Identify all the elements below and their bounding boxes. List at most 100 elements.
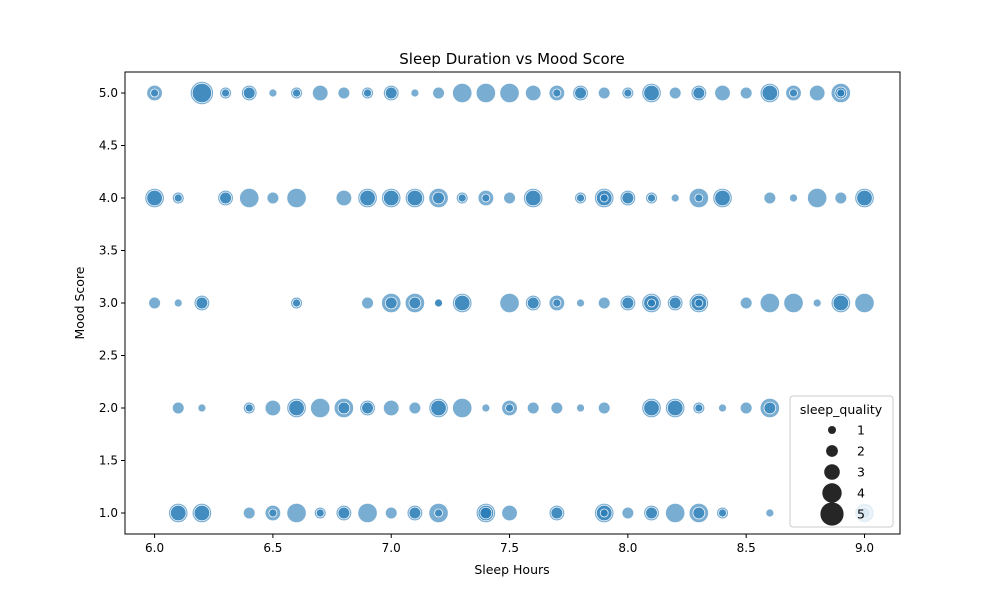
data-point bbox=[739, 401, 753, 415]
y-tick-label: 4.0 bbox=[99, 191, 118, 205]
data-points bbox=[144, 81, 875, 524]
data-point bbox=[432, 191, 445, 205]
data-point bbox=[694, 193, 704, 203]
data-point bbox=[430, 399, 447, 417]
data-point bbox=[410, 88, 420, 98]
data-point bbox=[148, 296, 161, 310]
data-point bbox=[173, 298, 183, 308]
data-point bbox=[739, 296, 753, 310]
legend-label: 1 bbox=[857, 423, 865, 438]
data-point bbox=[692, 86, 706, 100]
data-point bbox=[481, 403, 491, 413]
data-point bbox=[714, 189, 731, 207]
x-tick-label: 7.0 bbox=[382, 541, 401, 555]
data-point bbox=[337, 401, 351, 415]
data-point bbox=[526, 296, 540, 310]
data-point bbox=[191, 82, 213, 104]
x-tick-label: 8.0 bbox=[618, 541, 637, 555]
data-point bbox=[526, 401, 540, 415]
data-point bbox=[195, 296, 209, 310]
data-point bbox=[812, 298, 822, 308]
y-tick-label: 4.5 bbox=[99, 139, 118, 153]
data-point bbox=[219, 191, 232, 205]
data-point bbox=[694, 298, 704, 308]
x-tick-label: 7.5 bbox=[500, 541, 519, 555]
y-tick-label: 2.5 bbox=[99, 349, 118, 363]
data-point bbox=[783, 292, 804, 314]
data-point bbox=[197, 403, 207, 413]
data-point bbox=[384, 86, 398, 100]
data-point bbox=[171, 401, 185, 415]
data-point bbox=[150, 88, 159, 98]
legend-marker bbox=[826, 445, 838, 457]
data-point bbox=[242, 506, 256, 520]
data-point bbox=[264, 399, 282, 417]
data-point bbox=[384, 506, 398, 520]
data-point bbox=[599, 508, 609, 518]
data-point bbox=[337, 86, 351, 100]
data-point bbox=[739, 86, 753, 100]
data-point bbox=[457, 193, 467, 203]
data-point bbox=[408, 296, 422, 310]
data-point bbox=[286, 187, 307, 209]
data-point bbox=[434, 508, 443, 518]
data-point bbox=[597, 86, 611, 100]
data-point bbox=[645, 506, 658, 520]
data-point bbox=[454, 294, 471, 312]
data-point bbox=[525, 84, 542, 102]
data-point bbox=[668, 86, 682, 100]
y-tick-label: 1.0 bbox=[99, 506, 118, 520]
data-point bbox=[761, 84, 779, 102]
legend-label: 4 bbox=[857, 486, 865, 501]
data-point bbox=[856, 189, 873, 207]
data-point bbox=[759, 292, 780, 314]
data-point bbox=[173, 193, 183, 203]
data-point bbox=[597, 296, 611, 310]
x-tick-label: 8.5 bbox=[737, 541, 756, 555]
legend-marker bbox=[822, 483, 842, 503]
data-point bbox=[499, 292, 520, 314]
data-point bbox=[268, 508, 278, 518]
data-point bbox=[718, 403, 727, 413]
data-point bbox=[621, 191, 635, 205]
legend-title: sleep_quality bbox=[800, 402, 883, 417]
data-point bbox=[268, 88, 278, 98]
data-point bbox=[408, 506, 422, 520]
data-point bbox=[836, 88, 846, 98]
data-point bbox=[832, 294, 850, 312]
data-point bbox=[288, 399, 305, 417]
y-tick-label: 1.5 bbox=[99, 454, 118, 468]
data-point bbox=[406, 189, 424, 207]
data-point bbox=[146, 189, 163, 207]
legend-label: 2 bbox=[857, 444, 865, 459]
data-point bbox=[357, 502, 378, 524]
data-point bbox=[312, 84, 329, 102]
data-point bbox=[552, 88, 562, 98]
y-tick-label: 2.0 bbox=[99, 401, 118, 415]
x-tick-label: 6.5 bbox=[263, 541, 282, 555]
data-point bbox=[621, 506, 635, 520]
data-point bbox=[315, 508, 325, 518]
data-point bbox=[621, 296, 635, 310]
data-point bbox=[576, 193, 585, 203]
data-point bbox=[242, 86, 256, 100]
data-point bbox=[286, 502, 307, 524]
data-point bbox=[670, 193, 680, 203]
data-point bbox=[763, 191, 777, 205]
data-point bbox=[552, 298, 562, 308]
legend-label: 3 bbox=[857, 465, 865, 480]
legend-marker bbox=[820, 502, 844, 526]
y-tick-label: 3.0 bbox=[99, 296, 118, 310]
data-point bbox=[765, 508, 775, 518]
data-point bbox=[576, 403, 585, 413]
data-point bbox=[452, 397, 473, 419]
data-point bbox=[384, 296, 398, 310]
legend: sleep_quality 1 2 3 4 5 bbox=[789, 395, 894, 528]
legend-label: 5 bbox=[857, 507, 865, 522]
data-point bbox=[434, 298, 443, 308]
data-point bbox=[170, 504, 187, 522]
data-point bbox=[383, 399, 400, 417]
data-point bbox=[244, 403, 254, 413]
data-point bbox=[292, 88, 301, 98]
data-point bbox=[266, 191, 280, 205]
